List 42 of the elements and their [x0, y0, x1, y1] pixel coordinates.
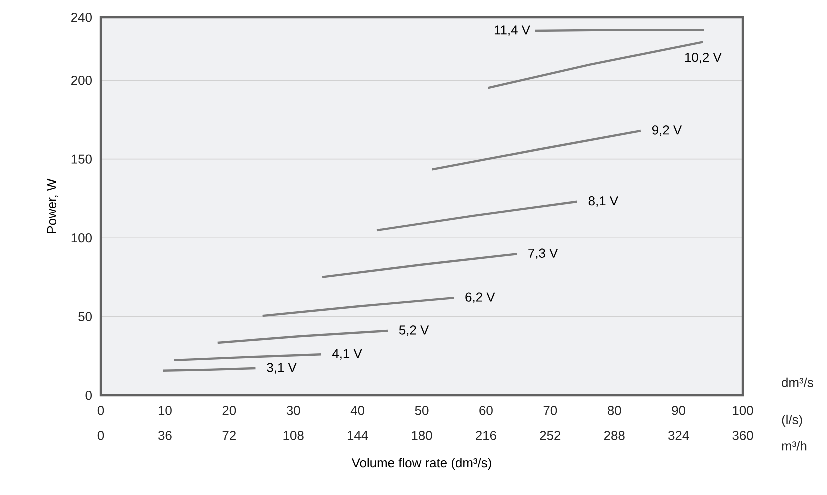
- x-tick-label: 60: [480, 406, 493, 416]
- x2-tick-label: 252: [540, 431, 561, 440]
- x2-tick-label: 216: [476, 431, 496, 440]
- x2-tick-label: 144: [348, 431, 368, 440]
- y-tick-label: 100: [72, 233, 92, 243]
- series-label: 11,4 V: [494, 26, 530, 36]
- text: (l/s): [782, 414, 802, 428]
- x2-tick-label: 72: [222, 431, 236, 440]
- x-tick-label: 80: [608, 406, 622, 416]
- series-label: 9,2 V: [652, 126, 682, 136]
- series-label: 6,2 V: [466, 292, 496, 304]
- x-tick-label: 10: [158, 406, 172, 416]
- x-tick-label: 0: [98, 406, 104, 416]
- x2-tick-label: 324: [668, 431, 690, 440]
- x-tick-label: 100: [733, 406, 754, 416]
- x-tick-label: 50: [415, 406, 429, 416]
- y-tick-label: 200: [72, 76, 92, 86]
- y-tick-label: 50: [78, 312, 92, 322]
- series-label: 7,3 V: [528, 248, 558, 260]
- x-axis-title: Volume flow rate (dm³/s): [352, 458, 492, 470]
- y-tick-label: 240: [72, 13, 92, 22]
- y-axis-title: Power, W: [47, 178, 58, 234]
- series-label: 3,1 V: [267, 363, 297, 374]
- y-tick-label: 0: [86, 390, 92, 400]
- x2-tick-label: 180: [412, 431, 432, 440]
- x-tick-label: 70: [544, 406, 558, 416]
- x2-tick-label: 360: [732, 431, 754, 440]
- x2-tick-label: 288: [604, 431, 625, 440]
- series-label: 10,2 V: [685, 52, 722, 64]
- text: dm³/s: [782, 378, 814, 388]
- x-tick-label: 90: [672, 406, 686, 416]
- series-label: 5,2 V: [399, 326, 430, 336]
- x2-tick-label: 0: [98, 431, 104, 440]
- x-tick-label: 40: [350, 406, 365, 416]
- y-tick-label: 150: [72, 154, 92, 164]
- series-label: 8,1 V: [588, 196, 618, 208]
- series-label: 4,1 V: [332, 349, 362, 360]
- text: m³/h: [782, 441, 807, 451]
- x-tick-label: 20: [222, 406, 236, 416]
- x-tick-label: 30: [286, 406, 300, 416]
- x2-tick-label: 36: [158, 431, 172, 440]
- x2-tick-label: 108: [284, 431, 304, 440]
